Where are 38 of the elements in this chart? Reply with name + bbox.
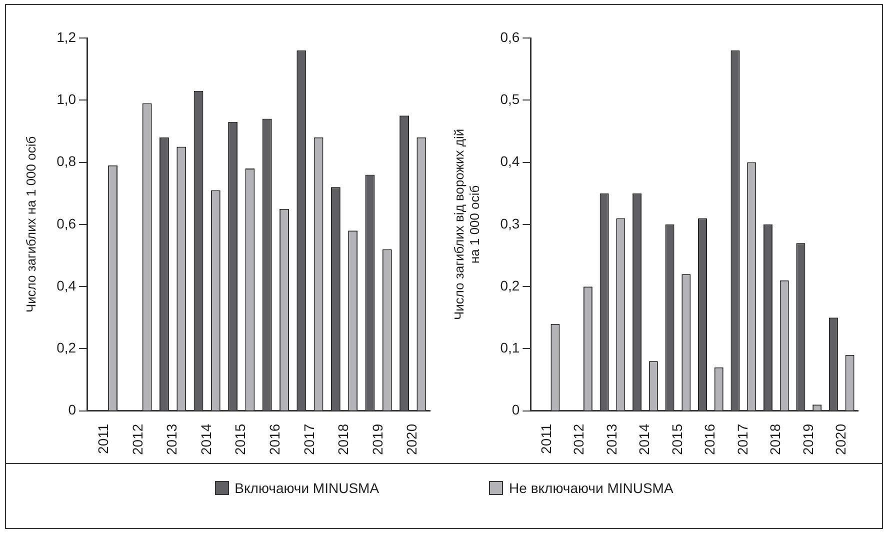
y-tick-label: 0,5 xyxy=(500,91,520,107)
x-tick-label: 2011 xyxy=(538,424,554,454)
y-tick-label: 1,2 xyxy=(56,28,76,45)
x-tick-label: 2020 xyxy=(404,424,420,456)
x-tick-label: 2011 xyxy=(95,424,112,454)
y-tick-label: 0 xyxy=(68,402,76,418)
legend-label: Не включаючи MINUSMA xyxy=(509,480,674,496)
x-tick-label: 2020 xyxy=(832,424,848,456)
y-tick-label: 0 xyxy=(512,402,520,418)
x-tick-label: 2013 xyxy=(603,424,620,456)
y-tick-label: 0,4 xyxy=(500,153,520,170)
y-axis-title: Число загиблих на 1 000 осіб xyxy=(23,136,38,313)
x-tick-label: 2018 xyxy=(767,424,784,456)
x-tick-label: 2017 xyxy=(734,424,750,456)
y-tick-label: 0,6 xyxy=(500,28,520,45)
y-tick-label: 0,2 xyxy=(56,340,76,356)
x-tick-label: 2018 xyxy=(335,424,352,456)
y-tick-label: 0,4 xyxy=(56,277,76,294)
x-tick-label: 2015 xyxy=(232,424,248,456)
x-tick-label: 2012 xyxy=(570,424,587,456)
y-tick-label: 0,2 xyxy=(500,277,520,294)
x-tick-label: 2013 xyxy=(164,424,180,456)
y-tick-label: 0,6 xyxy=(56,215,76,232)
x-tick-label: 2016 xyxy=(702,424,718,456)
x-tick-label: 2019 xyxy=(369,424,386,456)
y-tick-label: 0,8 xyxy=(56,153,76,170)
x-tick-label: 2014 xyxy=(636,424,652,456)
x-tick-label: 2016 xyxy=(266,424,283,456)
x-tick-label: 2012 xyxy=(129,424,146,456)
y-axis-title: Число загиблих від ворожих дій на 1 000 осіб xyxy=(451,128,482,320)
x-tick-label: 2017 xyxy=(300,424,317,456)
x-tick-label: 2014 xyxy=(198,424,214,456)
legend-label: Включаючи MINUSMA xyxy=(234,480,380,496)
y-tick-label: 1,0 xyxy=(56,91,76,107)
x-tick-label: 2019 xyxy=(800,424,816,456)
x-tick-label: 2015 xyxy=(668,424,685,456)
y-tick-label: 0,3 xyxy=(500,215,520,232)
y-tick-label: 0,1 xyxy=(500,340,520,356)
